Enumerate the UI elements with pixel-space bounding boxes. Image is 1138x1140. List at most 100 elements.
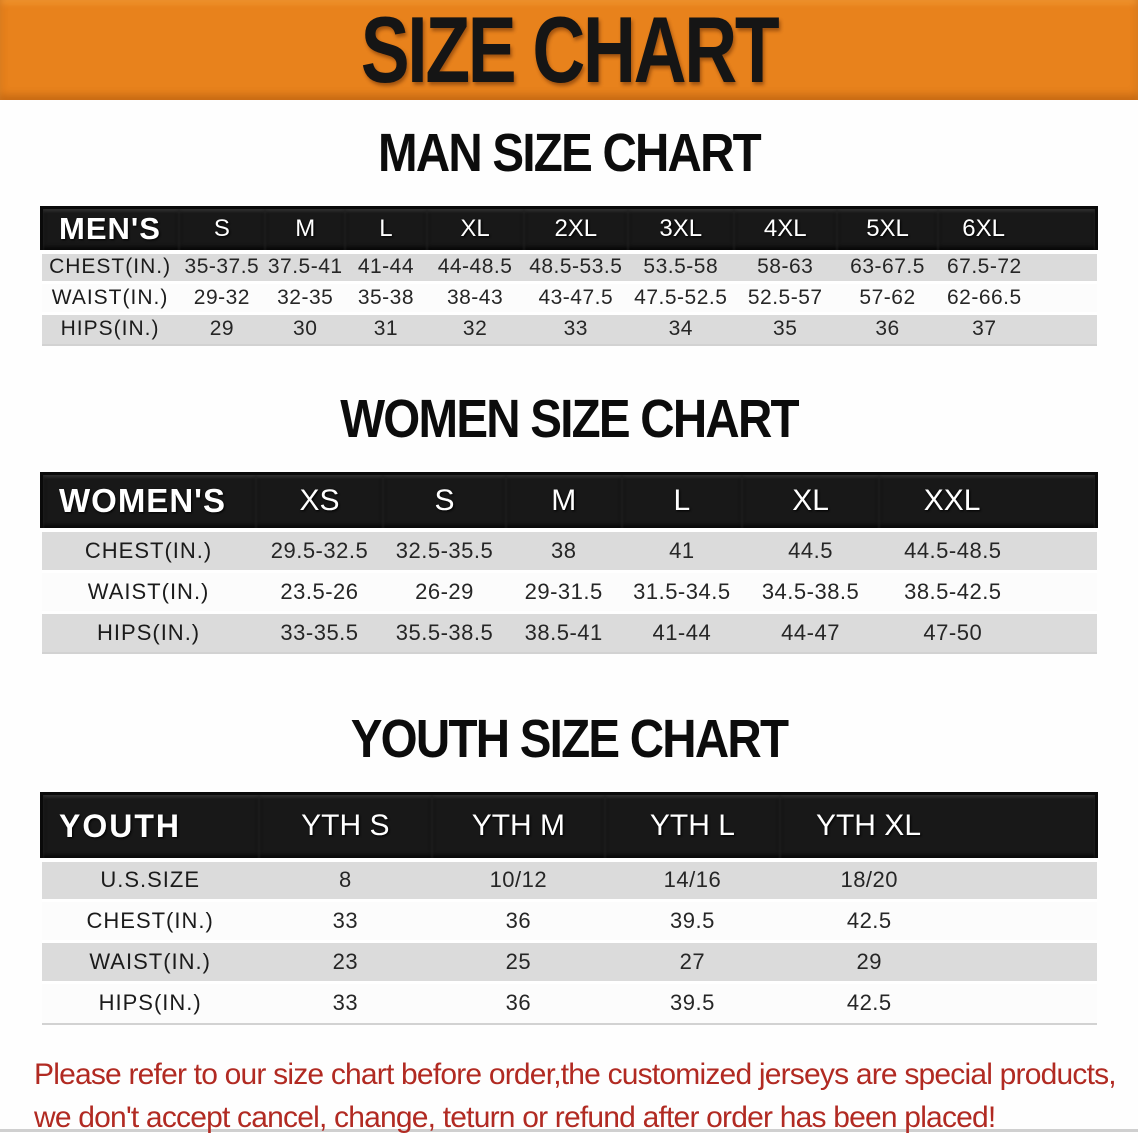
table-row: HIPS(IN.) 33 36 39.5 42.5: [41, 982, 1097, 1024]
size-value: 38.5-41: [505, 612, 622, 653]
disclaimer-line-1: Please refer to our size chart before or…: [34, 1057, 1117, 1091]
size-value: 38-43: [426, 282, 524, 314]
youth-size-table: YOUTH YTH S YTH M YTH L YTH XL U.S.SIZE 8 10/12…: [40, 792, 1098, 1025]
size-value: 47.5-52.5: [628, 282, 734, 314]
size-value: 63-67.5: [836, 251, 939, 283]
size-column-header: YTH XL: [779, 793, 1097, 860]
size-value: 29-32: [178, 282, 266, 314]
table-row: HIPS(IN.) 33-35.5 35.5-38.5 38.5-41 41-44 44-…: [41, 612, 1097, 653]
size-value: 44-47: [741, 612, 880, 653]
size-value: 44-48.5: [426, 251, 524, 283]
size-value: 29: [779, 941, 1097, 983]
banner-title: SIZE CHART: [360, 0, 780, 102]
row-label: CHEST(IN.): [41, 900, 259, 942]
size-value: 58-63: [733, 251, 837, 283]
man-size-chart-heading: MAN SIZE CHART: [378, 123, 762, 183]
size-column-header: 5XL: [836, 207, 939, 252]
size-value: 8: [258, 859, 432, 901]
size-value: 35-37.5: [178, 251, 266, 283]
size-value: 43-47.5: [523, 282, 629, 314]
size-value: 52.5-57: [733, 282, 837, 314]
size-column-header: XS: [255, 473, 384, 530]
size-value: 35.5-38.5: [383, 612, 506, 653]
size-column-header: M: [505, 473, 622, 530]
size-value: 30: [265, 313, 346, 345]
table-row: CHEST(IN.) 29.5-32.5 32.5-35.5 38 41 44.5 44.5…: [41, 530, 1097, 571]
size-value: 37: [938, 313, 1097, 345]
size-value: 67.5-72: [938, 251, 1097, 283]
size-value: 41-44: [345, 251, 427, 283]
size-value: 23.5-26: [255, 571, 384, 612]
size-value: 37.5-41: [265, 251, 346, 283]
size-value: 62-66.5: [938, 282, 1097, 314]
size-value: 36: [836, 313, 939, 345]
women-size-chart-heading: WOMEN SIZE CHART: [340, 388, 799, 449]
row-label: U.S.SIZE: [41, 859, 259, 901]
row-label: CHEST(IN.): [41, 530, 256, 571]
table-row: WAIST(IN.) 23.5-26 26-29 29-31.5 31.5-34.5 34…: [41, 571, 1097, 612]
row-label: HIPS(IN.): [41, 313, 179, 345]
size-value: 44.5-48.5: [879, 530, 1097, 571]
size-value: 31.5-34.5: [621, 571, 742, 612]
row-label: WAIST(IN.): [41, 571, 256, 612]
group-label: YOUTH: [41, 793, 259, 860]
size-column-header: S: [178, 207, 266, 252]
size-value: 44.5: [741, 530, 880, 571]
size-value: 33: [523, 313, 629, 345]
size-value: 33: [258, 982, 432, 1024]
size-value: 35: [733, 313, 837, 345]
size-value: 57-62: [836, 282, 939, 314]
size-value: 41: [621, 530, 742, 571]
size-value: 18/20: [779, 859, 1097, 901]
size-value: 39.5: [604, 900, 780, 942]
size-value: 36: [431, 982, 605, 1024]
size-column-header: 4XL: [733, 207, 837, 252]
size-value: 10/12: [431, 859, 605, 901]
size-value: 41-44: [621, 612, 742, 653]
size-value: 39.5: [604, 982, 780, 1024]
size-value: 14/16: [604, 859, 780, 901]
size-value: 26-29: [383, 571, 506, 612]
size-column-header: L: [345, 207, 427, 252]
size-value: 29-31.5: [505, 571, 622, 612]
size-value: 23: [258, 941, 432, 983]
size-value: 38: [505, 530, 622, 571]
table-row: U.S.SIZE 8 10/12 14/16 18/20: [41, 859, 1097, 901]
row-label: WAIST(IN.): [41, 941, 259, 983]
size-value: 32.5-35.5: [383, 530, 506, 571]
womens-size-table: WOMEN'S XS S M L XL XXL CHEST(IN.) 29.5-32.5 32.5…: [40, 472, 1098, 655]
size-value: 53.5-58: [628, 251, 734, 283]
row-label: HIPS(IN.): [41, 612, 256, 653]
size-value: 25: [431, 941, 605, 983]
youth-size-chart-heading: YOUTH SIZE CHART: [350, 709, 789, 769]
size-column-header: 6XL: [938, 207, 1097, 252]
size-column-header: YTH L: [604, 793, 780, 860]
size-column-header: XXL: [879, 473, 1097, 530]
disclaimer-line-2: we don't accept cancel, change, teturn o…: [34, 1101, 996, 1134]
mens-size-table: MEN'S S M L XL 2XL 3XL 4XL 5XL 6XL CHEST(IN.) 35-37…: [40, 206, 1098, 346]
size-value: 48.5-53.5: [523, 251, 629, 283]
size-value: 36: [431, 900, 605, 942]
size-value: 33-35.5: [255, 612, 384, 653]
size-value: 34.5-38.5: [741, 571, 880, 612]
size-column-header: L: [621, 473, 742, 530]
size-column-header: 2XL: [523, 207, 629, 252]
size-value: 32: [426, 313, 524, 345]
size-value: 29: [178, 313, 266, 345]
size-chart-banner: SIZE CHART: [0, 0, 1138, 100]
size-column-header: XL: [741, 473, 880, 530]
row-label: HIPS(IN.): [41, 982, 259, 1024]
size-value: 42.5: [779, 900, 1097, 942]
size-column-header: YTH S: [258, 793, 432, 860]
size-value: 32-35: [265, 282, 346, 314]
size-value: 31: [345, 313, 427, 345]
size-value: 35-38: [345, 282, 427, 314]
size-value: 42.5: [779, 982, 1097, 1024]
table-row: WAIST(IN.) 29-32 32-35 35-38 38-43 43-47.5 47.…: [41, 282, 1097, 314]
group-label: MEN'S: [41, 207, 179, 252]
table-row: CHEST(IN.) 33 36 39.5 42.5: [41, 900, 1097, 942]
size-header-row: MEN'S S M L XL 2XL 3XL 4XL 5XL 6XL: [41, 207, 1097, 252]
size-value: 33: [258, 900, 432, 942]
table-row: HIPS(IN.) 29 30 31 32 33 34 35 36 37: [41, 313, 1097, 345]
group-label: WOMEN'S: [41, 473, 256, 530]
